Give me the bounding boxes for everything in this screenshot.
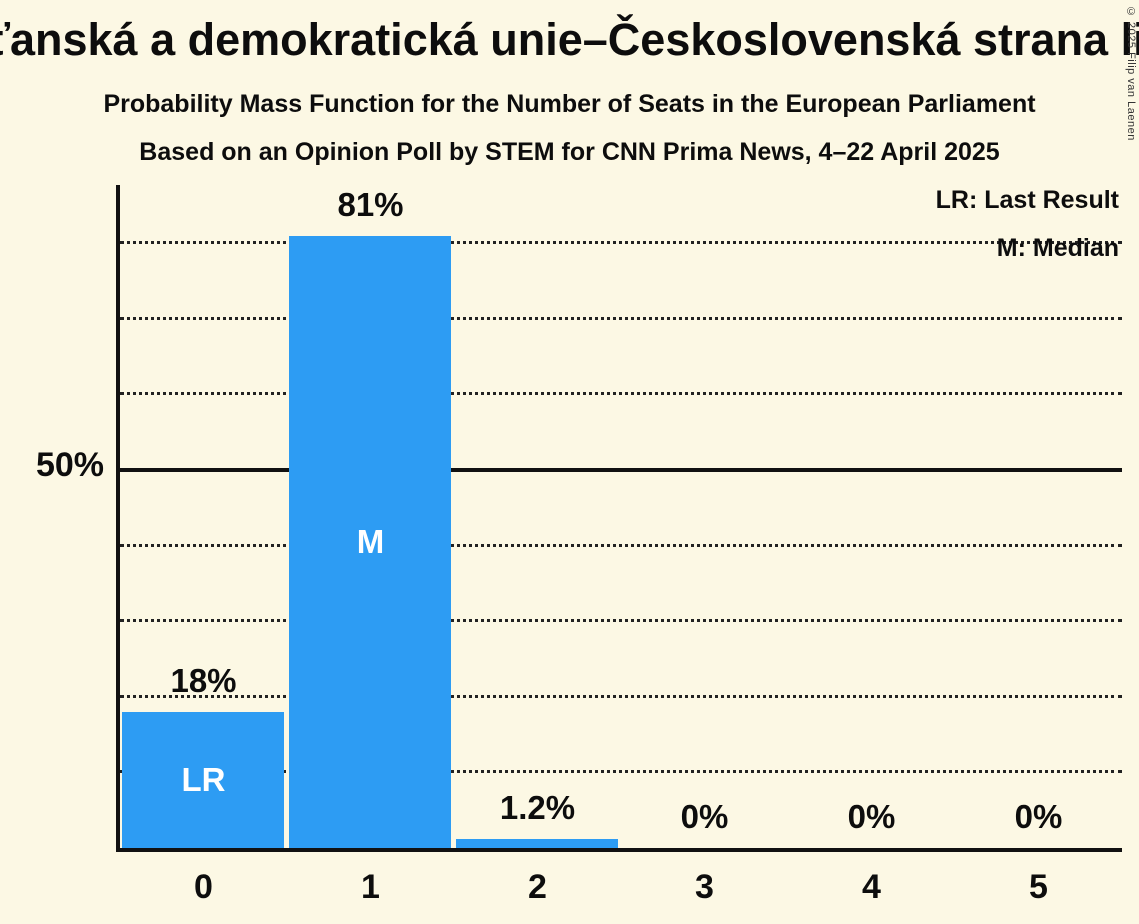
- bar-value-label: 1.2%: [499, 788, 576, 826]
- chart-subtitle: Probability Mass Function for the Number…: [103, 90, 1036, 118]
- copyright-notice: © 2025 Filip van Laenen: [1125, 6, 1137, 141]
- y-tick-label: 50%: [35, 446, 104, 484]
- bar-value-label: 0%: [847, 798, 896, 835]
- y-axis-line: [116, 185, 120, 852]
- bar-seats-1: [289, 235, 451, 848]
- chart-source-line: Based on an Opinion Poll by STEM for CNN…: [139, 138, 1000, 166]
- bar-value-label: 18%: [170, 661, 237, 699]
- bar-annotation-lr: LR: [181, 760, 226, 798]
- x-tick-label: 5: [1029, 868, 1048, 906]
- legend-last-result: LR: Last Result: [935, 186, 1119, 214]
- bar-value-label: 81%: [337, 185, 404, 223]
- chart-title: Křesťanská a demokratická unie–Českoslov…: [0, 14, 1139, 65]
- gridline-60pct: [120, 392, 1122, 396]
- bar-value-label: 0%: [1014, 798, 1063, 835]
- bar-seats-2: [456, 838, 618, 848]
- x-tick-label: 3: [695, 868, 714, 906]
- gridline-40pct: [120, 543, 1122, 547]
- bar-value-label: 0%: [680, 798, 729, 835]
- bar-annotation-m: M: [356, 522, 385, 560]
- gridline-50pct: [120, 468, 1122, 472]
- gridline-70pct: [120, 316, 1122, 320]
- gridline-80pct: [120, 241, 1122, 245]
- gridline-30pct: [120, 619, 1122, 623]
- gridline-20pct: [120, 694, 1122, 698]
- x-tick-label: 1: [361, 868, 380, 906]
- x-axis-line: [116, 848, 1122, 852]
- x-tick-label: 0: [194, 868, 213, 906]
- x-tick-label: 2: [528, 868, 547, 906]
- gridline-10pct: [120, 770, 1122, 774]
- x-tick-label: 4: [862, 868, 881, 906]
- legend-median: M: Median: [996, 234, 1119, 262]
- chart-title-row: Křesťanská a demokratická unie–Českoslov…: [0, 14, 1139, 66]
- bar-seats-0: [122, 711, 284, 848]
